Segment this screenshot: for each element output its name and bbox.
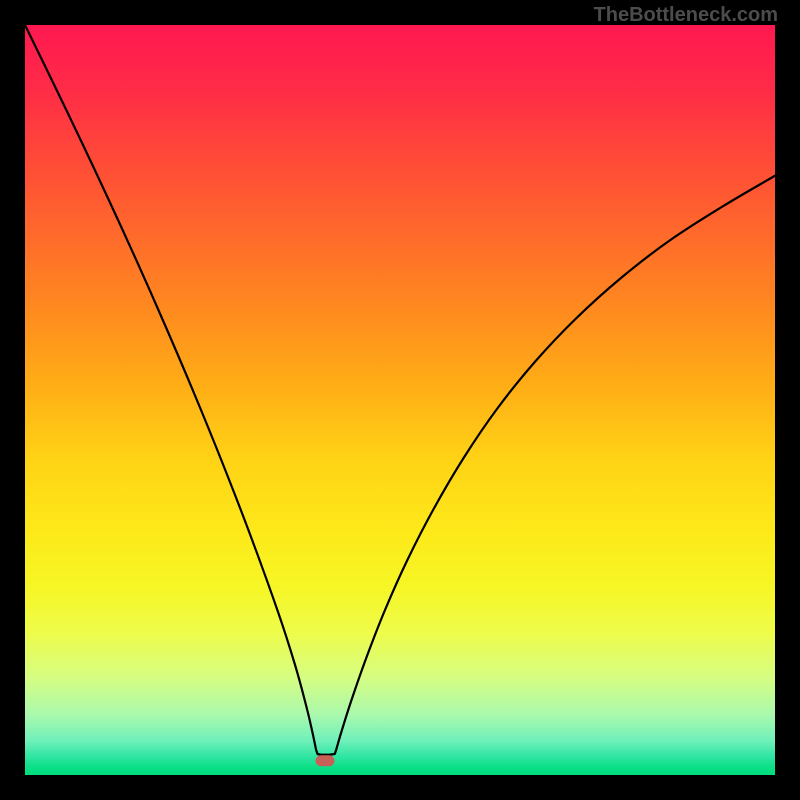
plot-background [25,25,775,775]
optimum-marker [316,755,335,766]
watermark-text: TheBottleneck.com [594,4,778,27]
